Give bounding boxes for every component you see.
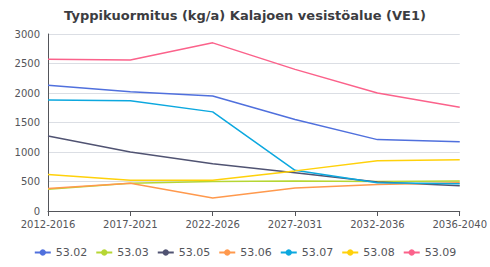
svg-text:3000: 3000 [15,29,40,40]
svg-text:0: 0 [34,206,40,217]
svg-text:53.06: 53.06 [240,246,271,259]
svg-text:53.03: 53.03 [117,246,148,259]
svg-text:2000: 2000 [15,88,40,99]
svg-text:53.05: 53.05 [179,246,211,259]
svg-text:53.07: 53.07 [302,246,334,259]
svg-text:2032-2036: 2032-2036 [350,219,405,230]
svg-text:2500: 2500 [15,58,40,69]
svg-text:1000: 1000 [15,147,40,158]
svg-text:1500: 1500 [15,117,40,128]
svg-text:2036-2040: 2036-2040 [432,219,487,230]
svg-text:Typpikuormitus (kg/a) Kalajoen: Typpikuormitus (kg/a) Kalajoen vesistöal… [64,8,426,23]
svg-text:500: 500 [21,176,40,187]
svg-text:53.02: 53.02 [56,246,88,259]
svg-text:2027-2031: 2027-2031 [268,219,323,230]
svg-text:2022-2026: 2022-2026 [185,219,240,230]
svg-text:2012-2016: 2012-2016 [21,219,76,230]
svg-text:2017-2021: 2017-2021 [103,219,158,230]
svg-text:53.08: 53.08 [363,246,395,259]
svg-text:53.09: 53.09 [425,246,457,259]
